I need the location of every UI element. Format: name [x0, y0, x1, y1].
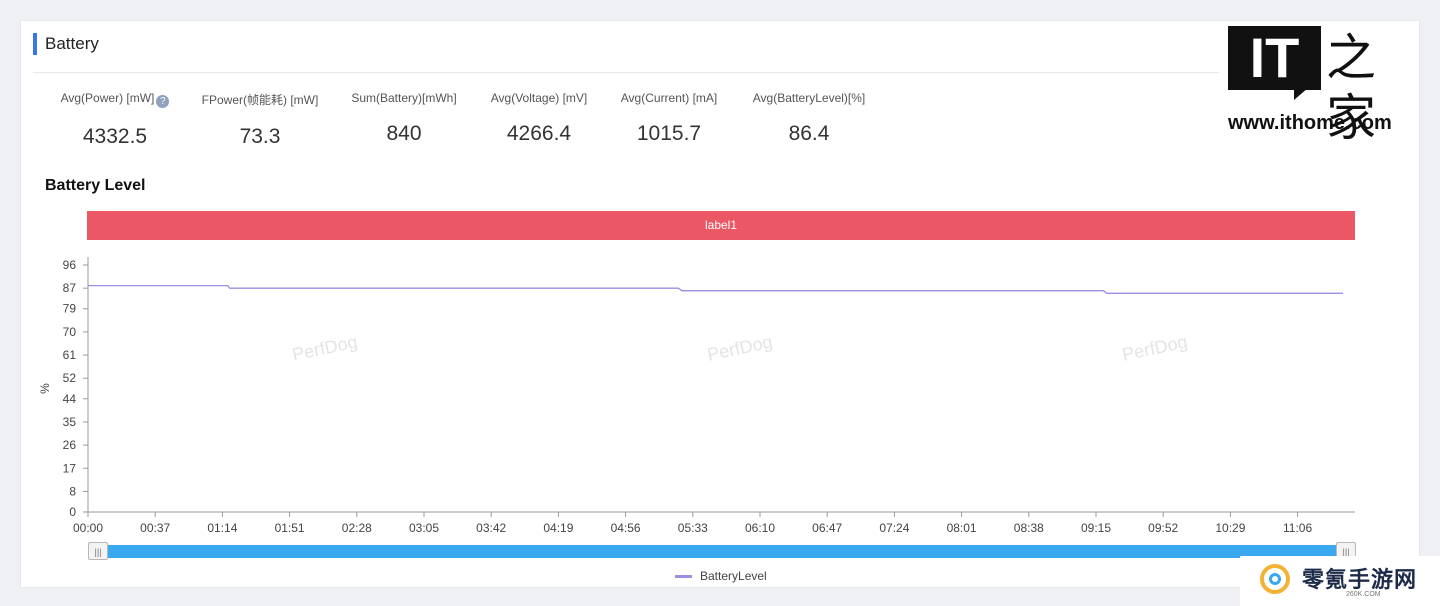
- metric-label: FPower(帧能耗) [mW]: [201, 93, 319, 107]
- y-tick-label: 44: [63, 392, 77, 406]
- metric-label: Avg(Power) [mW]: [60, 91, 155, 105]
- y-tick-label: 61: [63, 348, 77, 362]
- y-tick-label: 26: [63, 438, 77, 452]
- x-tick-label: 03:42: [476, 521, 506, 535]
- x-tick-label: 06:47: [812, 521, 842, 535]
- label-band[interactable]: label1: [87, 211, 1355, 240]
- x-tick-label: 03:05: [409, 521, 439, 535]
- metric-fpower: FPower(帧能耗) [mW] 73.3: [197, 91, 323, 149]
- battery-card: Battery Avg(Power) [mW]? 4332.5 FPower(帧…: [20, 20, 1420, 588]
- logo-chinese-text: 之家: [1326, 30, 1376, 146]
- chart-title: Battery Level: [45, 177, 146, 194]
- y-tick-label: 96: [63, 258, 77, 272]
- y-tick-label: 52: [63, 371, 77, 385]
- metric-avg-current: Avg(Current) [mA] 1015.7: [613, 91, 725, 146]
- header-divider: [33, 72, 1219, 73]
- logo-it-mark: IT: [1228, 26, 1321, 90]
- legend-label: BatteryLevel: [700, 569, 767, 583]
- brand-icon: [1260, 564, 1290, 594]
- watermark-layer: PerfDog PerfDog PerfDog: [290, 331, 1189, 364]
- battery-level-chart: PerfDog PerfDog PerfDog 0 8 17 26 35 44 52 61 70 79…: [38, 257, 1355, 535]
- metric-label: Avg(Current) [mA]: [620, 91, 718, 105]
- y-tick-label: 79: [63, 302, 77, 316]
- x-tick-label: 00:37: [140, 521, 170, 535]
- y-axis-label: %: [38, 383, 52, 394]
- metric-label: Avg(Voltage) [mV]: [490, 91, 588, 105]
- watermark-text: PerfDog: [1120, 331, 1189, 364]
- zoom-slider-left-handle[interactable]: |||: [88, 542, 108, 560]
- y-tick-label: 17: [63, 461, 77, 475]
- x-tick-label: 07:24: [879, 521, 909, 535]
- x-tick-label: 01:14: [207, 521, 237, 535]
- logo-url: www.ithome.com: [1228, 112, 1392, 134]
- x-tick-label: 00:00: [73, 521, 103, 535]
- logo-tail: [1294, 88, 1308, 100]
- metric-avg-power: Avg(Power) [mW]? 4332.5: [55, 91, 175, 149]
- y-tick-label: 70: [63, 325, 77, 339]
- y-tick-label: 35: [63, 415, 77, 429]
- help-icon[interactable]: ?: [156, 95, 170, 108]
- chart-series: [88, 284, 1343, 294]
- y-tick-label: 8: [69, 484, 76, 498]
- section-title: Battery: [33, 33, 99, 55]
- zoom-slider-track[interactable]: [97, 545, 1353, 558]
- x-tick-label: 11:06: [1283, 521, 1312, 535]
- x-tick-label: 09:15: [1081, 521, 1111, 535]
- metric-sum-battery: Sum(Battery)[mWh] 840: [345, 91, 463, 146]
- y-tick-label: 87: [63, 281, 77, 295]
- metric-value: 4332.5: [82, 125, 148, 148]
- metric-value: 73.3: [239, 125, 281, 148]
- metric-value: 86.4: [788, 122, 830, 145]
- metric-label: Sum(Battery)[mWh]: [351, 91, 457, 105]
- x-tick-label: 09:52: [1148, 521, 1178, 535]
- chart-ticks: 0 8 17 26 35 44 52 61 70 79 87 96 00:00 00:37 01:14 01:…: [38, 258, 1312, 535]
- x-tick-label: 05:33: [678, 521, 708, 535]
- series-line-batterylevel: [88, 284, 1343, 294]
- chart-legend[interactable]: BatteryLevel: [675, 569, 767, 583]
- x-tick-label: 10:29: [1215, 521, 1245, 535]
- metric-label: Avg(BatteryLevel)[%]: [752, 91, 866, 105]
- brand-name: 零氪手游网: [1302, 567, 1418, 592]
- ithome-logo: IT 之家 www.ithome.com: [1228, 26, 1418, 146]
- x-tick-label: 01:51: [275, 521, 305, 535]
- chart-axes: [87, 257, 1355, 513]
- metric-avg-battery-level: Avg(BatteryLevel)[%] 86.4: [745, 91, 873, 146]
- x-tick-label: 08:38: [1014, 521, 1044, 535]
- x-tick-label: 08:01: [947, 521, 977, 535]
- x-tick-label: 04:56: [611, 521, 641, 535]
- brand-subtitle: 260K.COM: [1346, 591, 1381, 598]
- corner-brand: 零氪手游网 260K.COM: [1240, 556, 1440, 606]
- watermark-text: PerfDog: [290, 331, 359, 364]
- x-tick-label: 06:10: [745, 521, 775, 535]
- metric-value: 840: [386, 122, 422, 145]
- x-tick-label: 02:28: [342, 521, 372, 535]
- metric-avg-voltage: Avg(Voltage) [mV] 4266.4: [483, 91, 595, 146]
- metric-value: 4266.4: [506, 122, 572, 145]
- x-tick-label: 04:19: [543, 521, 573, 535]
- y-tick-label: 0: [69, 505, 76, 519]
- legend-swatch: [675, 575, 692, 579]
- watermark-text: PerfDog: [705, 331, 774, 364]
- metric-value: 1015.7: [636, 122, 702, 145]
